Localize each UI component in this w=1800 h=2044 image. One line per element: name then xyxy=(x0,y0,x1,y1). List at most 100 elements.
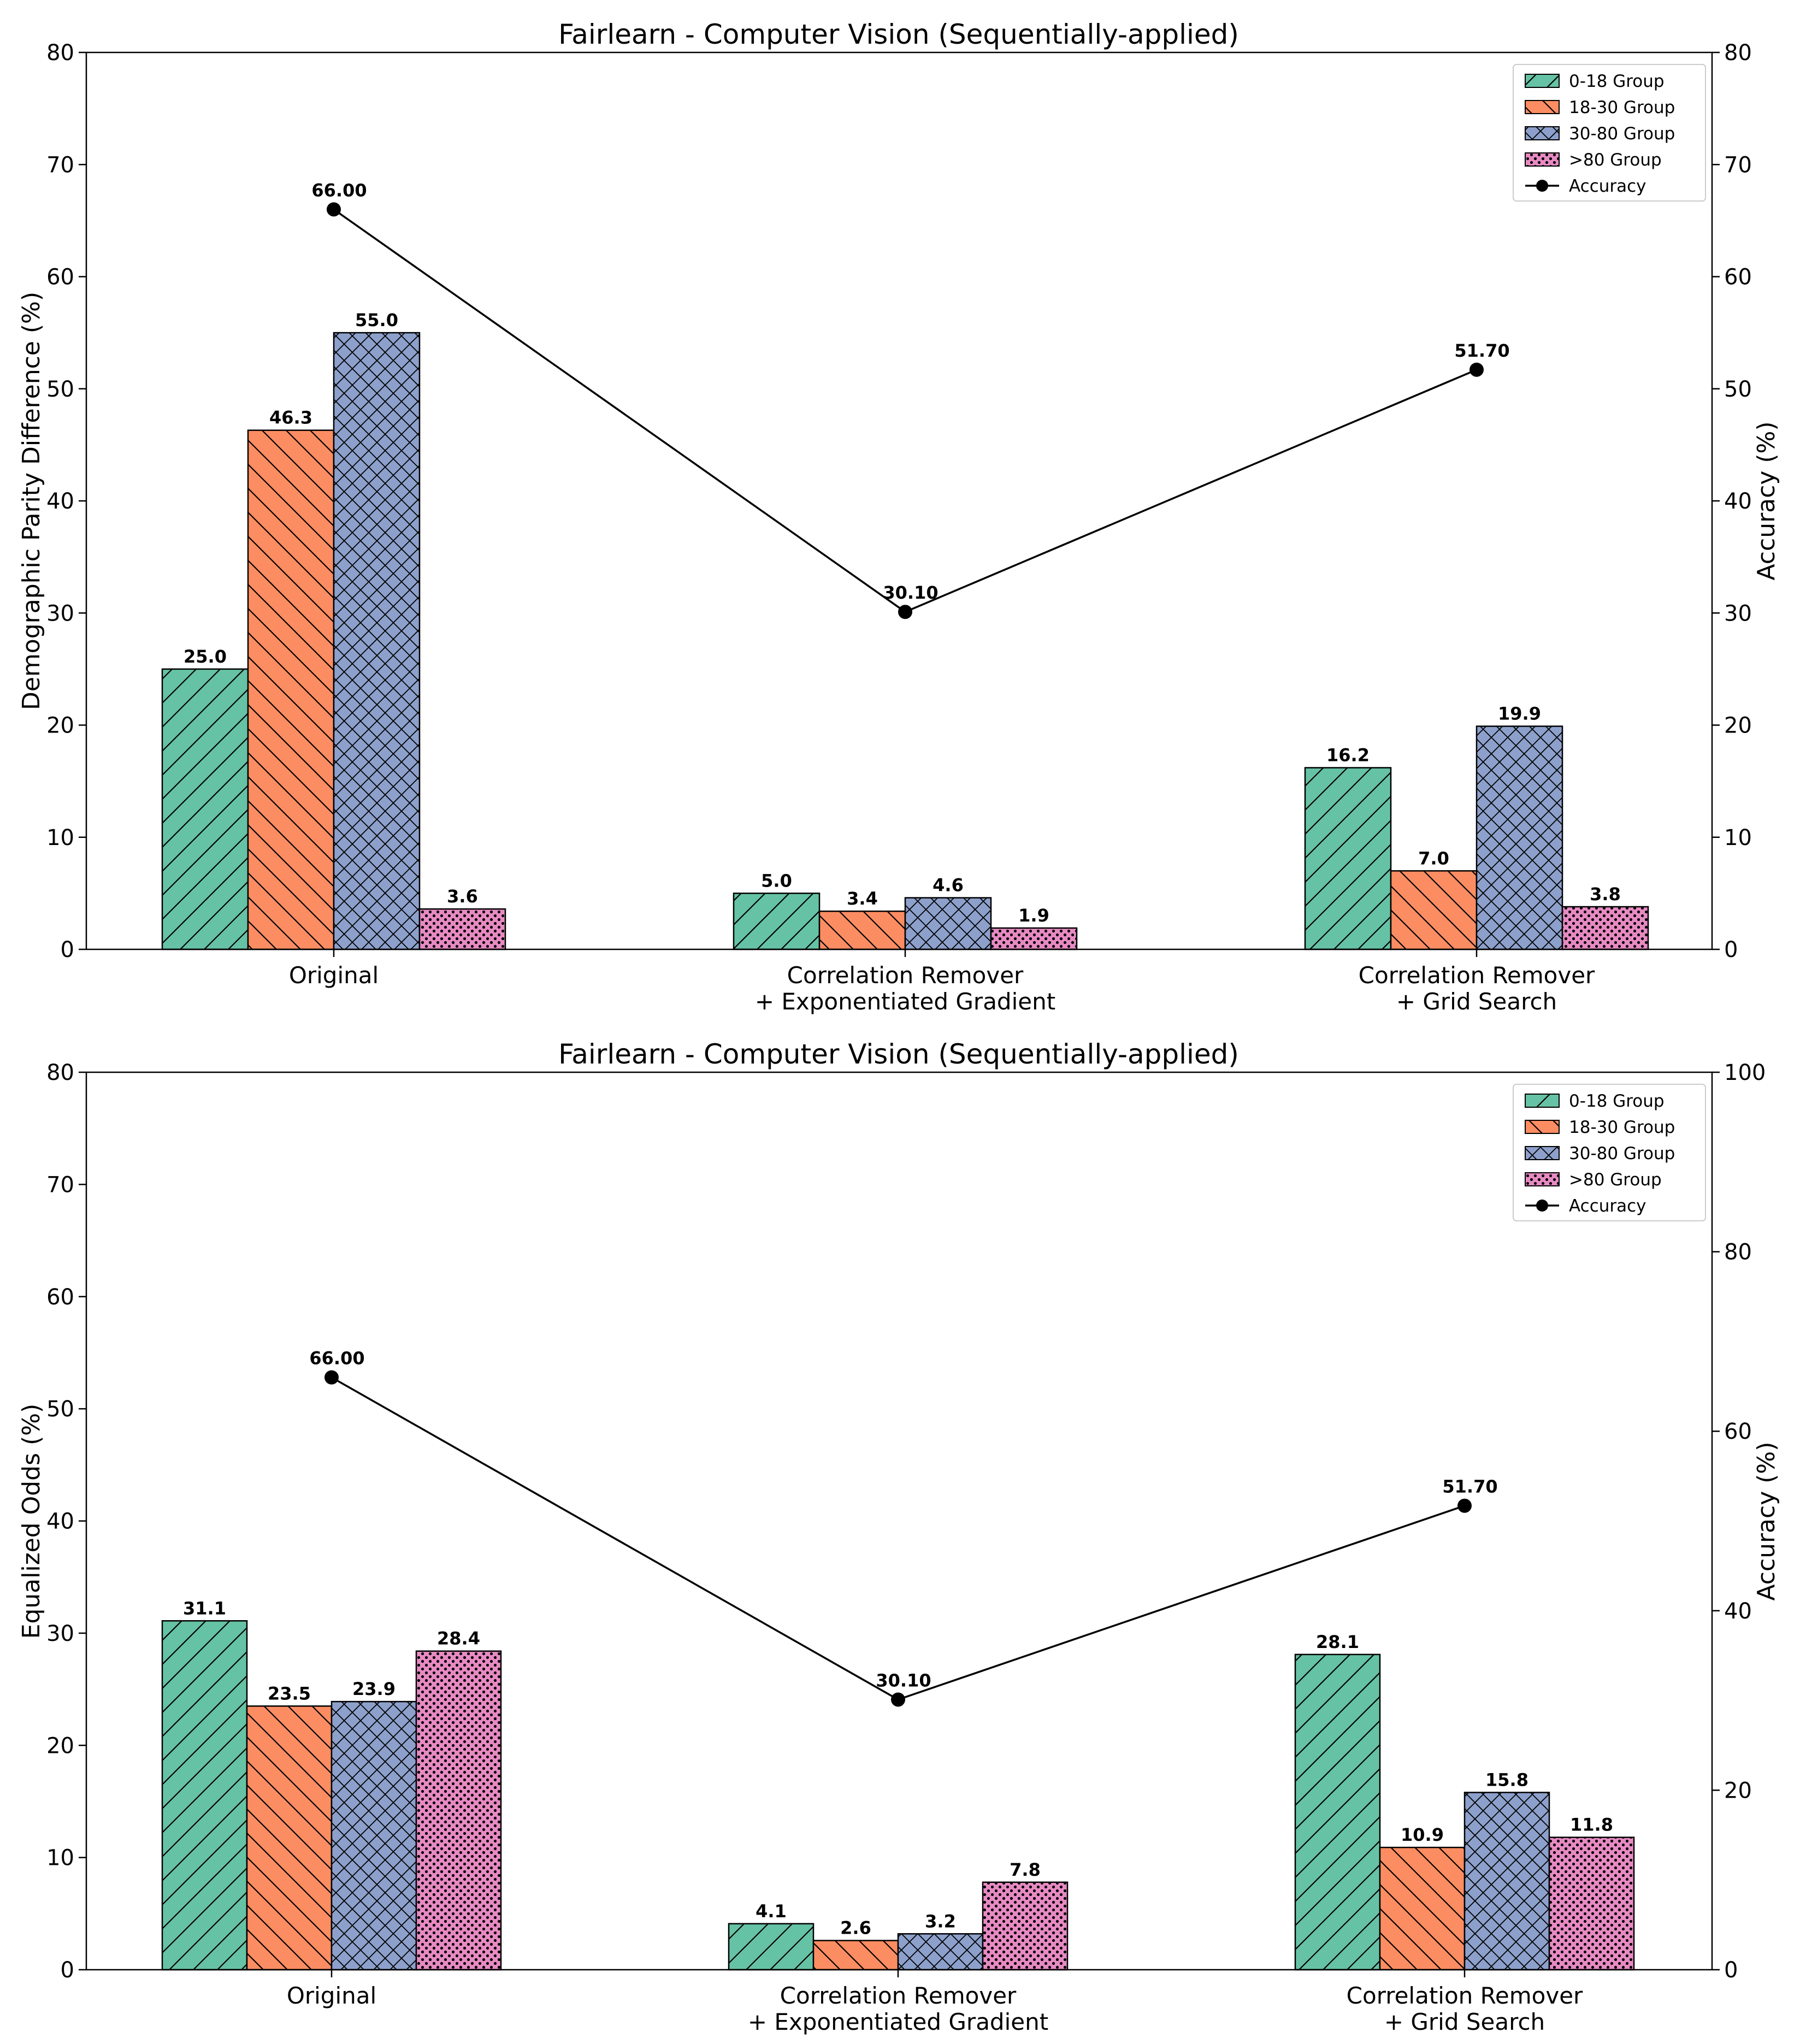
chart-panel-demographic-parity: Fairlearn - Computer Vision (Sequentiall… xyxy=(17,19,1780,1015)
accuracy-point xyxy=(327,202,341,217)
y2-tick-label: 40 xyxy=(1724,1599,1752,1624)
y-axis-label: Equalized Odds (%) xyxy=(17,1404,45,1639)
y-tick-label: 60 xyxy=(46,1285,74,1310)
bar-value-label: 11.8 xyxy=(1570,1815,1613,1835)
legend-swatch-hatch xyxy=(1525,74,1560,88)
bar-value-label: 7.8 xyxy=(1010,1859,1041,1880)
bar-hatch xyxy=(982,1881,1069,1971)
bar-hatch xyxy=(1476,725,1563,950)
y-tick-label: 70 xyxy=(46,152,74,178)
bar-value-label: 19.9 xyxy=(1498,704,1541,724)
y-axis-label: Demographic Parity Difference (%) xyxy=(17,292,45,710)
y-tick-label: 40 xyxy=(46,1509,74,1534)
bar-value-label: 55.0 xyxy=(355,310,398,330)
bar-value-label: 23.5 xyxy=(268,1683,311,1704)
bar-value-label: 46.3 xyxy=(269,407,312,428)
legend-swatch-hatch xyxy=(1525,1094,1560,1108)
x-tick-labels: Original Correlation Remover+ Exponentiat… xyxy=(287,1970,1583,2035)
bar-hatch xyxy=(333,332,421,950)
bar-value-label: 16.2 xyxy=(1326,745,1370,765)
bar-hatch xyxy=(1304,767,1392,950)
plot-frame xyxy=(85,1071,1713,1971)
accuracy-line: 66.00 30.10 51.70 xyxy=(309,1348,1498,1707)
y2-tick-label: 20 xyxy=(1724,713,1752,739)
legend-box xyxy=(1513,1084,1706,1221)
legend-swatch-hatch xyxy=(1525,1172,1560,1186)
accuracy-value-label: 30.10 xyxy=(883,582,938,603)
bars xyxy=(161,1620,1635,1971)
legend-swatch-hatch xyxy=(1525,1120,1560,1134)
y-tick-label: 50 xyxy=(46,1397,74,1422)
bar-labels: 31.1 23.5 23.9 28.4 4.1 2.6 3.2 7.8 28.1 10.9 15.8… xyxy=(183,1598,1613,1938)
legend-box xyxy=(1513,64,1706,202)
bar-value-label: 25.0 xyxy=(184,646,227,667)
legend-marker xyxy=(1536,180,1548,192)
bar-value-label: 3.4 xyxy=(847,888,878,909)
y2-tick-label: 80 xyxy=(1724,40,1752,66)
accuracy-value-label: 51.70 xyxy=(1442,1476,1497,1497)
bar-value-label: 4.6 xyxy=(933,875,964,896)
legend-label: Accuracy xyxy=(1569,1196,1646,1216)
bar-value-label: 15.8 xyxy=(1485,1770,1528,1791)
x-tick-label: Correlation Remover xyxy=(1359,962,1595,989)
bar-hatch xyxy=(331,1700,417,1971)
x-tick-label: Original xyxy=(289,962,379,989)
bar-hatch xyxy=(818,910,906,950)
bar-value-label: 10.9 xyxy=(1401,1824,1444,1845)
bar-value-label: 5.0 xyxy=(761,870,792,891)
bar-value-label: 1.9 xyxy=(1018,905,1049,926)
y-tick-label: 60 xyxy=(46,265,74,290)
bar-hatch xyxy=(904,897,992,950)
bar-hatch xyxy=(897,1933,984,1971)
bar-value-label: 31.1 xyxy=(183,1598,226,1618)
y2-tick-label: 60 xyxy=(1724,265,1752,290)
y-tick-label: 0 xyxy=(61,1958,74,1983)
legend-marker xyxy=(1536,1200,1548,1212)
y-tick-label: 40 xyxy=(46,489,74,514)
x-tick-label: + Exponentiated Gradient xyxy=(748,2008,1048,2035)
legend-label: 18-30 Group xyxy=(1569,98,1675,117)
y2-tick-label: 0 xyxy=(1724,1958,1738,1983)
x-tick-labels: Original Correlation Remover+ Exponentiat… xyxy=(289,949,1595,1015)
y-tick-label: 0 xyxy=(61,937,74,962)
legend-swatch-hatch xyxy=(1525,126,1560,140)
y-tick-label: 20 xyxy=(46,713,74,739)
bar-hatch xyxy=(990,927,1078,950)
y2-tick-label: 30 xyxy=(1724,601,1752,626)
bar-hatch xyxy=(812,1940,899,1971)
y-tick-label: 80 xyxy=(46,1060,74,1085)
y2-tick-label: 100 xyxy=(1724,1060,1766,1085)
bar-value-label: 23.9 xyxy=(352,1679,396,1699)
bar-labels: 25.0 46.3 55.0 3.6 5.0 3.4 4.6 1.9 16.2 7.0 19.9 3.… xyxy=(184,310,1621,926)
bar-hatch xyxy=(1548,1836,1635,1971)
y-tick-label: 10 xyxy=(46,1846,74,1871)
y2-tick-label: 60 xyxy=(1724,1419,1752,1444)
bar-hatch xyxy=(733,893,821,950)
legend-label: 30-80 Group xyxy=(1569,124,1675,144)
bar-hatch xyxy=(1294,1653,1381,1971)
accuracy-value-label: 51.70 xyxy=(1454,340,1509,361)
accuracy-series-line xyxy=(333,208,1477,613)
y2-tick-label: 10 xyxy=(1724,825,1752,850)
y-tick-label: 30 xyxy=(46,1621,74,1646)
accuracy-line: 66.00 30.10 51.70 xyxy=(311,180,1510,619)
legend-swatch-hatch xyxy=(1525,152,1560,167)
axis-ticks: 0 10 20 30 40 50 60 70 80 0 20 40 60 80 100 xyxy=(46,1060,1766,1983)
y2-axis-label: Accuracy (%) xyxy=(1752,421,1780,580)
bar-hatch xyxy=(1463,1792,1550,1971)
bar-value-label: 3.2 xyxy=(925,1911,956,1931)
bar-hatch xyxy=(1379,1846,1466,1971)
legend-label: >80 Group xyxy=(1569,150,1662,170)
x-tick-label: + Exponentiated Gradient xyxy=(755,988,1055,1015)
x-tick-label: Correlation Remover xyxy=(787,962,1024,989)
y2-tick-label: 20 xyxy=(1724,1778,1752,1803)
x-tick-label: Original xyxy=(287,1982,376,2009)
y2-tick-label: 50 xyxy=(1724,377,1752,402)
bar-hatch xyxy=(161,668,249,950)
legend-swatch-hatch xyxy=(1525,1146,1560,1160)
legend-label: 0-18 Group xyxy=(1569,1091,1665,1111)
y2-axis-label: Accuracy (%) xyxy=(1752,1442,1780,1600)
y2-tick-label: 70 xyxy=(1724,152,1752,178)
accuracy-point xyxy=(1457,1498,1472,1513)
y2-tick-label: 0 xyxy=(1724,937,1738,962)
